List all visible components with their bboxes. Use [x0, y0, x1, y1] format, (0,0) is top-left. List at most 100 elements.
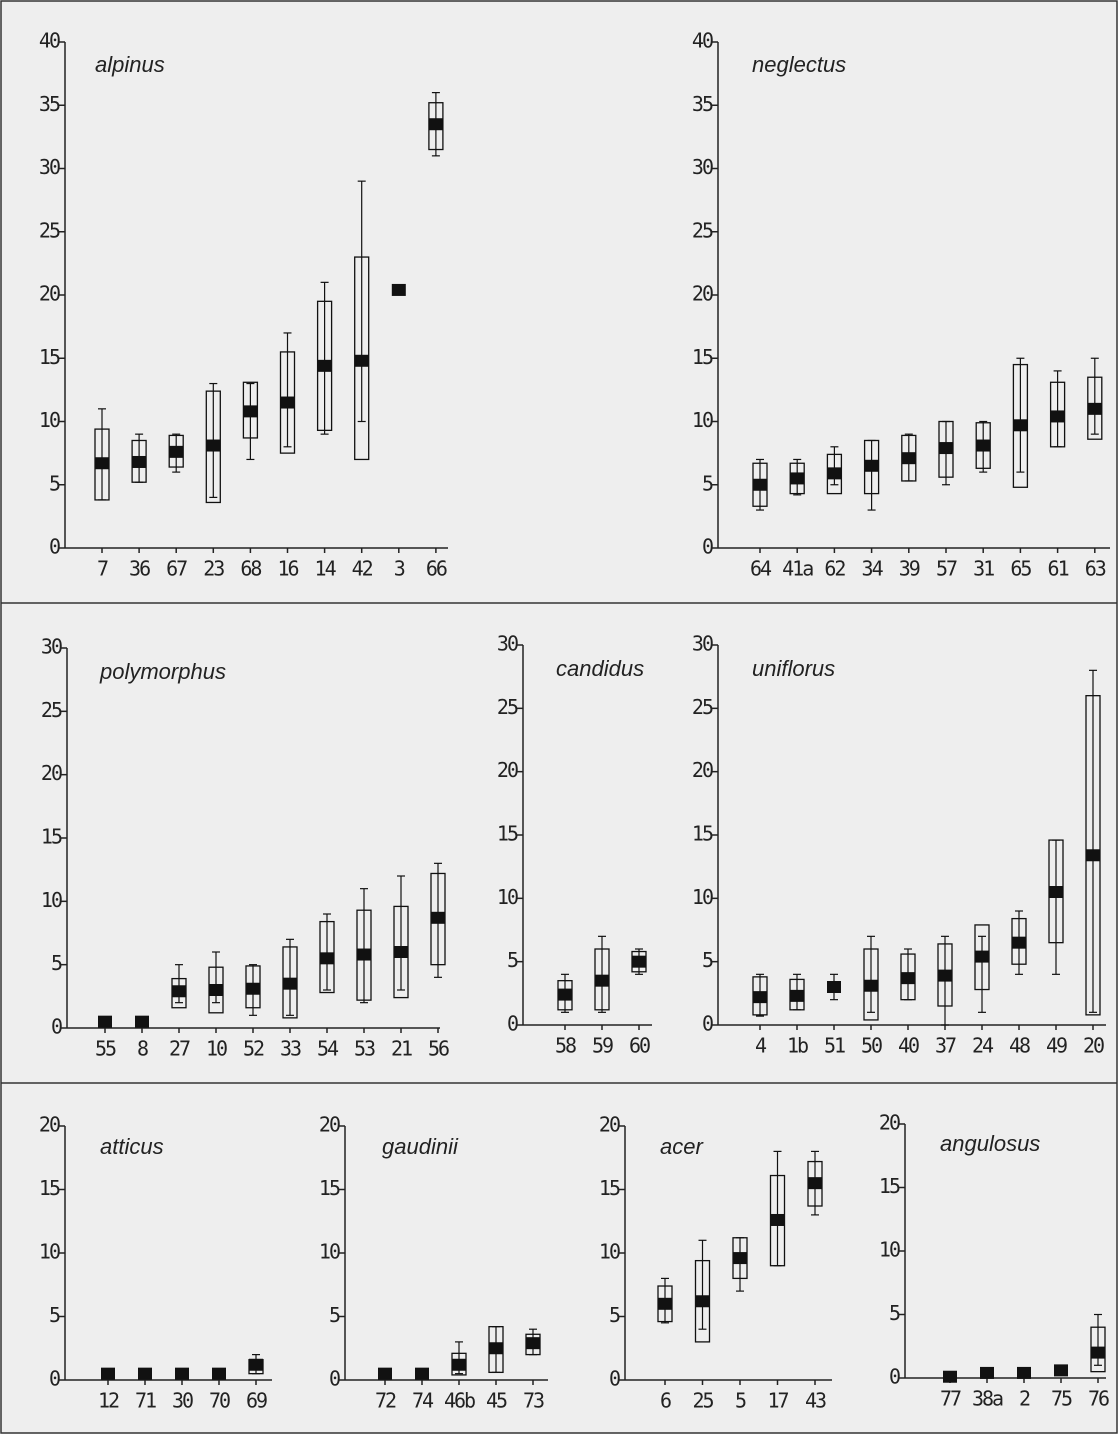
x-tick-label: 54 [317, 1037, 339, 1061]
x-tick-label: 76 [1088, 1387, 1109, 1411]
x-tick-label: 8 [137, 1037, 148, 1061]
y-tick-label: 10 [692, 408, 713, 432]
median [175, 1367, 189, 1380]
x-tick-label: 43 [805, 1389, 826, 1413]
y-tick-label: 20 [879, 1111, 900, 1135]
y-tick-label: 30 [39, 155, 60, 179]
x-tick-label: 2 [1019, 1387, 1030, 1411]
median [391, 283, 406, 296]
x-tick-label: 31 [973, 557, 994, 581]
x-tick-label: 66 [426, 557, 447, 581]
median [317, 359, 332, 372]
x-tick-label: 55 [95, 1037, 116, 1061]
median [943, 1370, 957, 1383]
x-tick-label: 75 [1051, 1387, 1072, 1411]
y-tick-label: 15 [39, 345, 60, 369]
median [753, 478, 767, 491]
median [138, 1367, 152, 1380]
x-tick-label: 41a [782, 557, 813, 581]
y-tick-label: 20 [39, 282, 60, 306]
x-tick-label: 21 [391, 1037, 412, 1061]
x-tick-label: 71 [135, 1389, 156, 1413]
x-tick-label: 74 [412, 1389, 434, 1413]
x-tick-label: 17 [767, 1389, 788, 1413]
y-tick-label: 20 [39, 1113, 60, 1137]
x-tick-label: 62 [824, 557, 845, 581]
x-tick-label: 46b [444, 1389, 475, 1413]
y-tick-label: 10 [599, 1240, 620, 1264]
median [733, 1252, 747, 1265]
median [280, 396, 295, 409]
panel-title: polymorphus [99, 659, 226, 684]
y-tick-label: 0 [329, 1367, 340, 1391]
panel-title: angulosus [940, 1131, 1040, 1156]
median [526, 1337, 540, 1350]
y-tick-label: 0 [889, 1365, 900, 1389]
y-tick-label: 10 [497, 885, 518, 909]
y-tick-label: 15 [879, 1174, 900, 1198]
y-tick-label: 5 [507, 948, 518, 972]
y-tick-label: 5 [609, 1303, 620, 1327]
x-tick-label: 5 [735, 1389, 746, 1413]
median [901, 452, 916, 465]
x-tick-label: 59 [592, 1034, 613, 1058]
y-tick-label: 25 [39, 218, 60, 242]
x-tick-label: 33 [280, 1037, 301, 1061]
median [753, 991, 767, 1004]
median [428, 118, 443, 131]
x-tick-label: 16 [277, 557, 298, 581]
y-tick-label: 30 [497, 632, 518, 656]
x-tick-label: 65 [1010, 557, 1031, 581]
y-tick-label: 25 [692, 695, 713, 719]
median [938, 969, 952, 982]
y-tick-label: 25 [692, 218, 713, 242]
y-tick-label: 0 [51, 1015, 62, 1039]
median [209, 984, 223, 996]
x-tick-label: 61 [1048, 557, 1069, 581]
median [249, 1358, 263, 1371]
y-tick-label: 10 [39, 408, 60, 432]
y-tick-label: 15 [41, 825, 62, 849]
panel-title: acer [660, 1134, 704, 1159]
x-tick-label: 72 [375, 1389, 396, 1413]
y-tick-label: 10 [39, 1240, 60, 1264]
median [632, 955, 646, 968]
x-tick-label: 23 [203, 557, 224, 581]
median [1050, 410, 1065, 423]
y-tick-label: 5 [329, 1303, 340, 1327]
y-tick-label: 5 [49, 1303, 60, 1327]
median [790, 472, 805, 485]
median [808, 1177, 822, 1190]
median [1087, 402, 1102, 415]
median [135, 1015, 149, 1028]
y-tick-label: 40 [39, 29, 60, 53]
x-tick-label: 45 [486, 1389, 507, 1413]
median [169, 445, 184, 458]
panel-title: atticus [100, 1134, 164, 1159]
x-tick-label: 14 [315, 557, 337, 581]
median [827, 467, 842, 480]
median [1049, 886, 1063, 898]
median [901, 972, 915, 985]
y-tick-label: 5 [49, 471, 60, 495]
x-tick-label: 34 [862, 557, 884, 581]
median [98, 1015, 112, 1028]
median [283, 977, 297, 990]
x-tick-label: 27 [169, 1037, 190, 1061]
y-tick-label: 0 [49, 1367, 60, 1391]
median [357, 948, 371, 961]
median [212, 1367, 226, 1380]
median [243, 405, 258, 418]
panel-title: candidus [556, 656, 644, 681]
median [206, 439, 221, 452]
y-tick-label: 15 [692, 822, 713, 846]
y-tick-label: 20 [692, 758, 713, 782]
panel-title: alpinus [95, 52, 165, 77]
median [132, 455, 147, 468]
y-tick-label: 20 [692, 282, 713, 306]
median [790, 989, 804, 1002]
x-tick-label: 77 [940, 1387, 961, 1411]
median [415, 1367, 429, 1380]
